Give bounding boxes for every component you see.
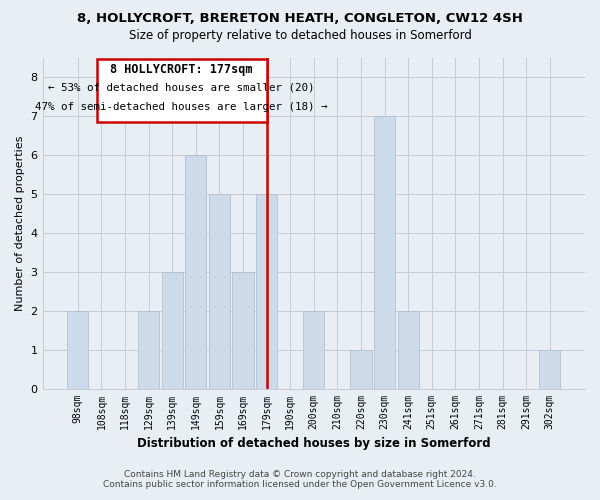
X-axis label: Distribution of detached houses by size in Somerford: Distribution of detached houses by size …	[137, 437, 491, 450]
Text: Contains HM Land Registry data © Crown copyright and database right 2024.
Contai: Contains HM Land Registry data © Crown c…	[103, 470, 497, 489]
Bar	[232, 272, 254, 388]
Text: 47% of semi-detached houses are larger (18) →: 47% of semi-detached houses are larger (…	[35, 102, 328, 112]
Text: 8 HOLLYCROFT: 177sqm: 8 HOLLYCROFT: 177sqm	[110, 62, 253, 76]
Bar	[67, 310, 88, 388]
Text: 8, HOLLYCROFT, BRERETON HEATH, CONGLETON, CW12 4SH: 8, HOLLYCROFT, BRERETON HEATH, CONGLETON…	[77, 12, 523, 26]
Text: ← 53% of detached houses are smaller (20): ← 53% of detached houses are smaller (20…	[49, 82, 315, 92]
Bar	[539, 350, 560, 389]
Bar	[303, 310, 325, 388]
Bar	[350, 350, 371, 389]
Y-axis label: Number of detached properties: Number of detached properties	[15, 136, 25, 310]
FancyBboxPatch shape	[97, 60, 266, 122]
Bar	[161, 272, 183, 388]
Bar	[256, 194, 277, 388]
Bar	[398, 310, 419, 388]
Bar	[374, 116, 395, 388]
Bar	[185, 155, 206, 388]
Text: Size of property relative to detached houses in Somerford: Size of property relative to detached ho…	[128, 29, 472, 42]
Bar	[138, 310, 159, 388]
Bar	[209, 194, 230, 388]
